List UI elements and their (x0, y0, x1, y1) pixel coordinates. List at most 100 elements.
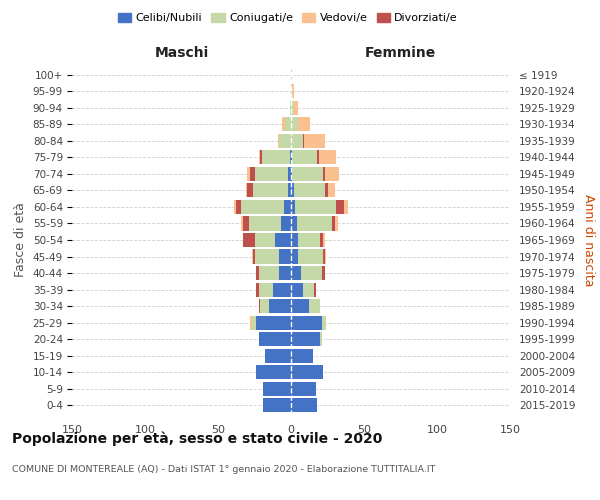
Bar (325, 250, 326, 264)
Bar (292, 167, 323, 181)
Bar (259, 150, 260, 164)
Bar (251, 316, 256, 330)
Bar (308, 299, 320, 313)
Bar (275, 233, 291, 247)
Bar (292, 150, 317, 164)
Bar (320, 233, 323, 247)
Bar (304, 134, 325, 148)
Text: COMUNE DI MONTEREALE (AQ) - Dati ISTAT 1° gennaio 2020 - Elaborazione TUTTITALIA: COMUNE DI MONTEREALE (AQ) - Dati ISTAT 1… (12, 466, 436, 474)
Bar (298, 118, 310, 132)
Bar (335, 216, 338, 230)
Text: Femmine: Femmine (365, 46, 436, 60)
Bar (297, 216, 332, 230)
Bar (236, 200, 241, 214)
Bar (336, 200, 344, 214)
Y-axis label: Fasce di età: Fasce di età (14, 202, 27, 278)
Bar (254, 233, 275, 247)
Bar (259, 282, 274, 296)
Bar (247, 184, 253, 198)
Bar (291, 184, 294, 198)
Bar (290, 101, 291, 115)
Bar (280, 134, 291, 148)
Bar (250, 316, 251, 330)
Bar (278, 134, 280, 148)
Bar (291, 266, 301, 280)
Bar (332, 216, 335, 230)
Bar (285, 118, 291, 132)
Bar (259, 332, 291, 346)
Bar (320, 332, 322, 346)
Bar (291, 150, 292, 164)
Bar (253, 250, 254, 264)
Bar (260, 150, 262, 164)
Bar (323, 167, 325, 181)
Bar (259, 299, 260, 313)
Bar (298, 250, 323, 264)
Bar (243, 216, 248, 230)
Bar (291, 348, 313, 362)
Bar (246, 184, 247, 198)
Bar (256, 316, 291, 330)
Legend: Celibi/Nubili, Coniugati/e, Vedovi/e, Divorziati/e: Celibi/Nubili, Coniugati/e, Vedovi/e, Di… (113, 8, 463, 28)
Bar (291, 299, 308, 313)
Bar (295, 200, 336, 214)
Bar (284, 200, 291, 214)
Bar (280, 250, 291, 264)
Bar (280, 266, 291, 280)
Bar (263, 398, 291, 412)
Bar (290, 150, 291, 164)
Bar (301, 266, 322, 280)
Bar (241, 216, 243, 230)
Bar (323, 233, 325, 247)
Bar (291, 365, 323, 379)
Bar (328, 184, 335, 198)
Bar (291, 118, 298, 132)
Bar (291, 200, 295, 214)
Bar (291, 382, 316, 396)
Bar (291, 316, 322, 330)
Bar (250, 167, 254, 181)
Bar (291, 398, 317, 412)
Bar (291, 233, 298, 247)
Bar (291, 134, 302, 148)
Bar (291, 68, 292, 82)
Bar (288, 184, 291, 198)
Bar (260, 299, 269, 313)
Bar (323, 250, 325, 264)
Bar (256, 365, 291, 379)
Bar (292, 84, 294, 98)
Bar (262, 150, 290, 164)
Bar (256, 266, 259, 280)
Bar (263, 382, 291, 396)
Bar (302, 282, 314, 296)
Bar (314, 282, 316, 296)
Bar (256, 282, 259, 296)
Bar (265, 348, 291, 362)
Y-axis label: Anni di nascita: Anni di nascita (582, 194, 595, 286)
Bar (291, 332, 320, 346)
Bar (288, 167, 291, 181)
Bar (291, 216, 297, 230)
Bar (241, 200, 284, 214)
Bar (253, 184, 288, 198)
Bar (243, 233, 254, 247)
Bar (298, 233, 320, 247)
Bar (281, 216, 291, 230)
Bar (322, 266, 325, 280)
Bar (291, 282, 302, 296)
Bar (291, 84, 292, 98)
Bar (294, 101, 298, 115)
Bar (325, 184, 328, 198)
Bar (294, 184, 325, 198)
Bar (291, 250, 298, 264)
Bar (344, 200, 348, 214)
Bar (291, 101, 294, 115)
Bar (319, 150, 336, 164)
Text: Popolazione per età, sesso e stato civile - 2020: Popolazione per età, sesso e stato civil… (12, 431, 382, 446)
Bar (317, 150, 319, 164)
Bar (291, 167, 292, 181)
Text: Maschi: Maschi (154, 46, 209, 60)
Bar (302, 134, 304, 148)
Bar (322, 316, 326, 330)
Bar (254, 250, 280, 264)
